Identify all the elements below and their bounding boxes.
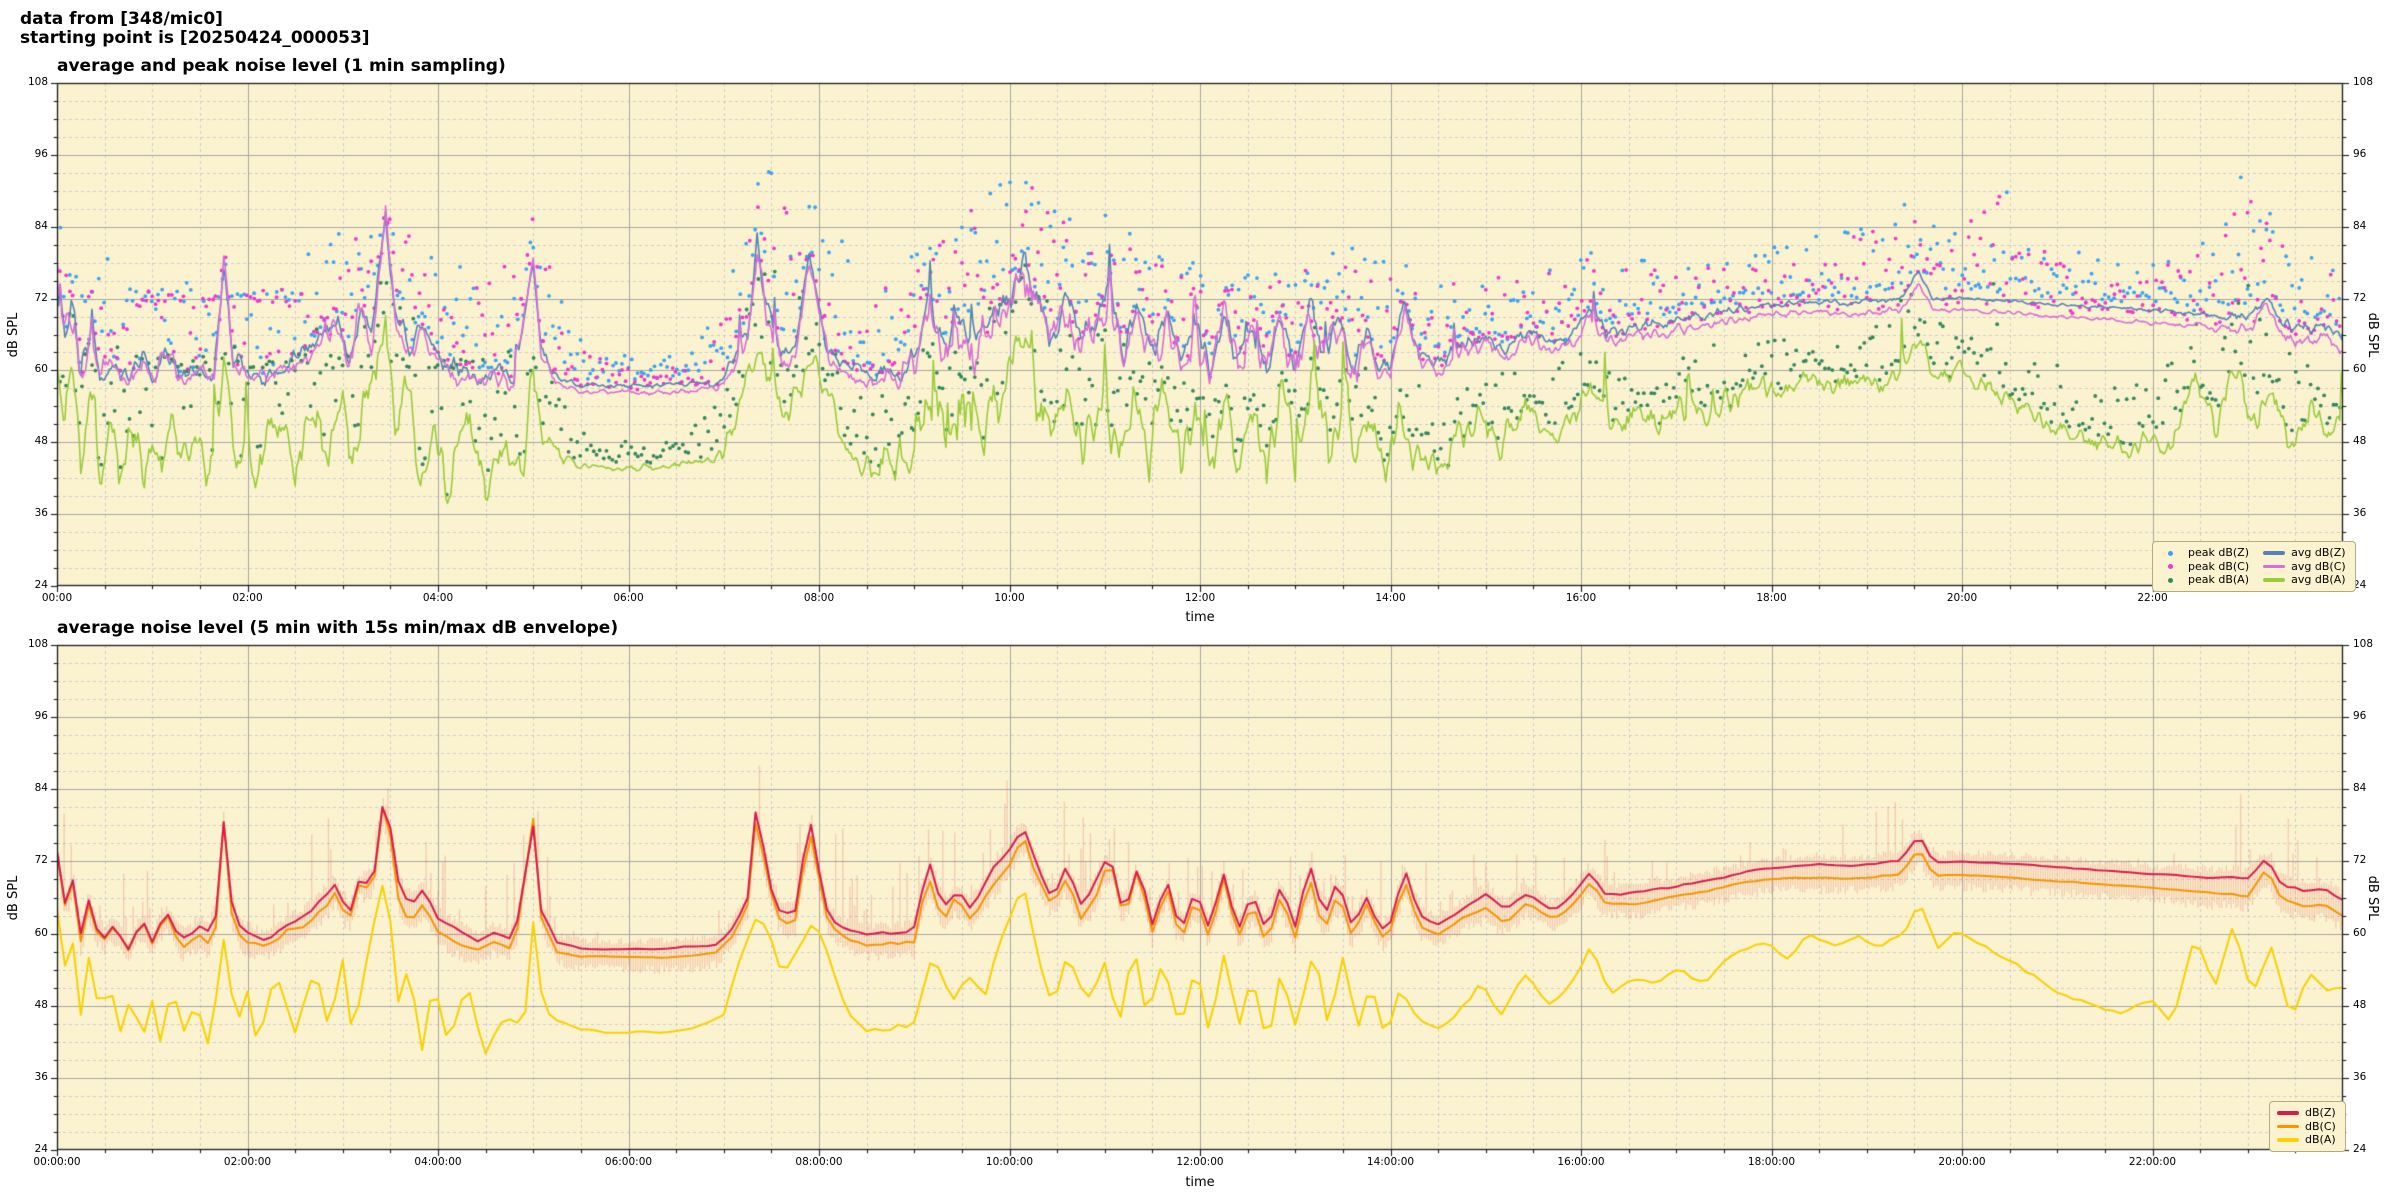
line-swatch-icon [2263,546,2286,559]
chart1-xtick: 02:00 [232,592,263,604]
chart2-ytick-right: 72 [2353,854,2367,867]
dot-swatch-icon [2160,560,2182,573]
legend-label: avg dB(A) [2291,573,2346,587]
dot-swatch-icon [2160,573,2182,586]
chart1-ytick-left: 36 [34,507,48,520]
legend-item: peak dB(C) [2160,560,2249,574]
chart2-ytick-right: 48 [2353,998,2367,1011]
chart2-ytick-left: 84 [34,782,48,795]
chart1-title: average and peak noise level (1 min samp… [57,56,506,76]
chart1-xlabel: time [1185,610,1215,625]
chart1-ytick-right: 96 [2353,147,2367,160]
line-swatch-icon [2263,560,2286,573]
legend-item: dB(A) [2277,1133,2336,1147]
chart2-ylabel-left: dB SPL [6,875,21,921]
chart2-ytick-left: 24 [34,1143,48,1155]
line-swatch-icon [2263,573,2286,586]
chart1-ytick-left: 72 [34,291,48,304]
chart1-ytick-left: 60 [34,363,48,376]
header: data from [348/mic0] starting point is [2… [20,10,370,48]
chart2-ytick-left: 72 [34,854,48,867]
chart1-ytick-left: 108 [27,76,48,88]
legend-label: avg dB(C) [2291,559,2346,573]
line-swatch-icon [2277,1106,2299,1119]
chart1-ytick-right: 84 [2353,219,2367,232]
chart2-xtick: 08:00:00 [795,1156,843,1168]
chart2-legend: dB(Z) dB(C) dB(A) [2269,1101,2346,1152]
chart2-title: average noise level (5 min with 15s min/… [57,618,619,638]
chart1-legend: peak dB(Z) peak dB(C) peak dB(A) avg dB(Z) a… [2152,541,2356,592]
chart1-xtick: 10:00 [994,592,1025,604]
chart2-xtick: 20:00:00 [1938,1156,1986,1168]
legend-label: peak dB(A) [2188,573,2249,587]
legend-item: peak dB(A) [2160,573,2249,587]
chart1-xtick: 08:00 [803,592,835,604]
legend-label: dB(C) [2305,1119,2336,1133]
chart1-ytick-left: 48 [34,435,48,448]
chart1-xtick: 00:00 [41,592,73,604]
chart1-ytick-left: 24 [34,579,48,591]
chart2-ytick-left: 48 [34,998,48,1011]
chart2-xtick: 04:00:00 [414,1156,462,1168]
chart2-ytick-left: 60 [34,926,48,939]
chart2-xtick: 14:00:00 [1366,1156,1415,1168]
chart1-ytick-left: 96 [34,147,48,160]
legend-item: avg dB(A) [2263,573,2346,587]
chart2-xtick: 10:00:00 [985,1156,1034,1168]
legend-item: avg dB(C) [2263,560,2346,574]
chart2-ylabel-right: dB SPL [2365,875,2380,921]
chart2-xtick: 18:00:00 [1747,1156,1796,1168]
legend-item: avg dB(Z) [2263,546,2346,560]
header-line1: data from [348/mic0] [20,9,223,29]
legend-label: dB(Z) [2305,1106,2336,1120]
chart1-ytick-right: 72 [2353,291,2367,304]
chart2-xtick: 06:00:00 [604,1156,653,1168]
chart2-ytick-right: 96 [2353,710,2367,723]
legend-label: dB(A) [2305,1133,2336,1147]
chart2-ytick-left: 36 [34,1070,48,1083]
chart1-xtick: 20:00 [1946,592,1978,604]
chart2-ytick-right: 60 [2353,926,2367,939]
chart1-xtick: 04:00 [422,592,454,604]
legend-item: dB(Z) [2277,1106,2336,1120]
chart1-ytick-left: 84 [34,219,48,232]
chart1-xtick: 18:00 [1756,592,1787,604]
legend-item: dB(C) [2277,1120,2336,1134]
chart1-ytick-right: 24 [2353,579,2367,591]
chart1-xtick: 06:00 [613,592,644,604]
chart2-xtick: 00:00:00 [33,1156,81,1168]
chart2-xtick: 02:00:00 [223,1156,272,1168]
chart2-xlabel: time [1185,1175,1215,1190]
line-swatch-icon [2277,1120,2299,1133]
chart1-ytick-right: 48 [2353,435,2367,448]
chart1-xtick: 14:00 [1375,592,1406,604]
chart1-xtick: 12:00 [1184,592,1216,604]
chart2-xtick: 12:00:00 [1176,1156,1224,1168]
legend-label: peak dB(Z) [2188,546,2250,560]
chart2-ytick-right: 24 [2353,1143,2367,1155]
legend-label: peak dB(C) [2188,559,2250,573]
chart2-ytick-left: 96 [34,710,48,723]
chart1-ylabel-right: dB SPL [2365,312,2380,358]
chart1-ytick-right: 60 [2353,363,2367,376]
chart2-ytick-right: 36 [2353,1070,2367,1083]
line-swatch-icon [2277,1133,2299,1146]
chart1-ytick-right: 36 [2353,507,2367,520]
header-line2: starting point is [20250424_000053] [20,28,370,48]
chart2-ytick-left: 108 [27,638,48,650]
chart2-xtick: 16:00:00 [1557,1156,1605,1168]
chart2-ytick-right: 84 [2353,782,2367,795]
chart1-xtick: 22:00 [2137,592,2168,604]
chart1-ytick-right: 108 [2353,76,2374,88]
legend-item: peak dB(Z) [2160,546,2249,560]
dot-swatch-icon [2160,546,2182,559]
chart1-xtick: 16:00 [1565,592,1597,604]
chart2-ytick-right: 108 [2353,638,2374,650]
chart1-ylabel-left: dB SPL [6,312,21,358]
chart2-xtick: 22:00:00 [2128,1156,2177,1168]
legend-label: avg dB(Z) [2291,546,2346,560]
